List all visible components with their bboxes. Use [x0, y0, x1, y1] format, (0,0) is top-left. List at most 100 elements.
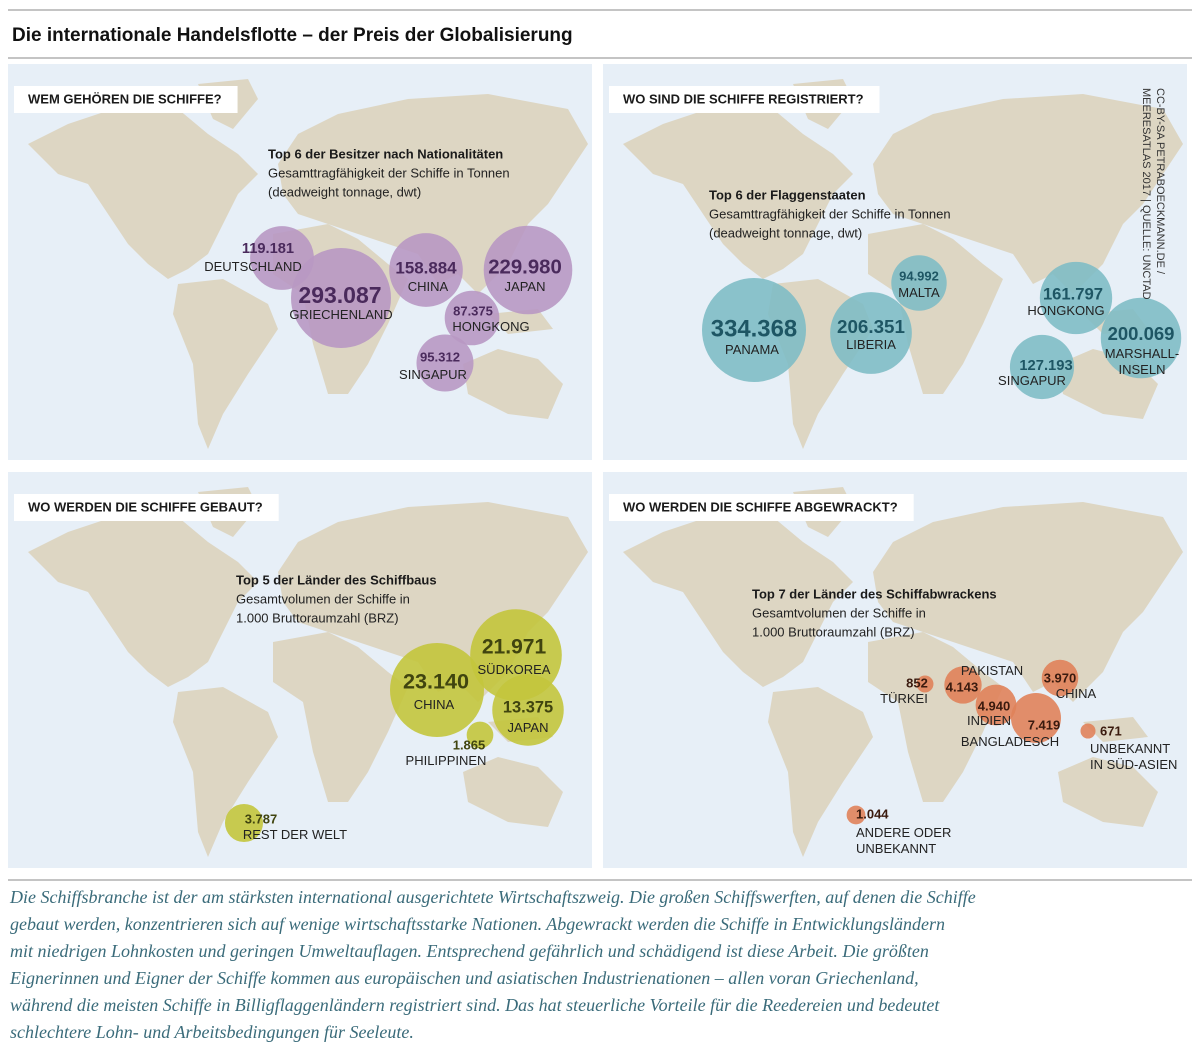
value-label: 94.992 — [899, 268, 939, 283]
category-label: DEUTSCHLAND — [204, 259, 302, 274]
category-label: HONGKONG — [1027, 303, 1104, 318]
bubble — [1100, 297, 1182, 379]
category-label: HONGKONG — [452, 319, 529, 334]
value-label: 1.044 — [856, 806, 889, 821]
panel-subtitle: Top 5 der Länder des Schiffbaus — [236, 572, 437, 587]
heading-box — [609, 86, 880, 113]
value-label: 158.884 — [395, 258, 457, 277]
panel-subtitle: Top 6 der Flaggenstaaten — [709, 187, 866, 202]
value-label: 206.351 — [837, 316, 905, 337]
category-label: TÜRKEI — [880, 691, 928, 706]
panel-note: (deadweight tonnage, dwt) — [709, 225, 862, 240]
value-label: 21.971 — [482, 636, 547, 659]
value-label: 119.181 — [242, 241, 294, 257]
category-label: JAPAN — [508, 720, 549, 735]
bubble — [702, 278, 806, 382]
bubble — [944, 666, 982, 704]
title: Die internationale Handelsflotte – der P… — [12, 25, 573, 46]
category-label: CHINA — [408, 279, 449, 294]
category-label: PAKISTAN — [961, 663, 1023, 678]
category-label: PHILIPPINEN — [406, 753, 487, 768]
value-label: 229.980 — [488, 256, 562, 278]
map-panel: WO WERDEN DIE SCHIFFE ABGEWRACKT? Top 7 d… — [603, 472, 1187, 868]
bubble — [444, 290, 500, 346]
bubble — [291, 248, 391, 348]
bubble — [1039, 261, 1113, 335]
category-label: GRIECHENLAND — [289, 307, 392, 322]
category-label: INDIEN — [967, 713, 1011, 728]
panel-heading: WO WERDEN DIE SCHIFFE ABGEWRACKT? — [623, 499, 898, 514]
category-label: JAPAN — [505, 279, 546, 294]
value-label: 87.375 — [453, 303, 493, 318]
bubble — [483, 225, 573, 315]
bubble — [830, 292, 912, 374]
category-label: ANDERE ODER UNBEKANNT — [856, 825, 951, 856]
value-label: 23.140 — [403, 669, 469, 694]
category-label: LIBERIA — [846, 337, 896, 352]
value-label: 4.143 — [946, 679, 979, 694]
bubble — [1080, 723, 1096, 739]
map-panel: WO SIND DIE SCHIFFE REGISTRIERT? Top 6 de… — [603, 64, 1187, 460]
category-label: UNBEKANNT IN SÜD-ASIEN — [1090, 741, 1177, 772]
value-label: 4.940 — [978, 698, 1011, 713]
category-label: SINGAPUR — [998, 373, 1066, 388]
panel-note: 1.000 Bruttoraumzahl (BRZ) — [752, 624, 915, 639]
category-label: CHINA — [1056, 686, 1097, 701]
value-label: 293.087 — [298, 282, 381, 308]
bubble — [1011, 693, 1061, 743]
category-label: MALTA — [898, 285, 940, 300]
panel-note: (deadweight tonnage, dwt) — [268, 184, 421, 199]
bubble — [389, 233, 463, 307]
value-label: 161.797 — [1043, 284, 1103, 303]
bubble — [1009, 334, 1075, 400]
value-label: 95.312 — [420, 349, 460, 364]
value-label: 3.970 — [1044, 670, 1077, 685]
bubble — [466, 721, 494, 749]
heading-box — [609, 494, 914, 521]
value-label: 1.865 — [453, 737, 486, 752]
category-label: PANAMA — [725, 342, 779, 357]
category-label: BANGLADESCH — [961, 734, 1059, 749]
credit: CC-BY-SA PETRABOECKMANN.DE / MEERESATLAS… — [1140, 88, 1166, 300]
caption-line: Eignerinnen und Eigner der Schiffe komme… — [9, 968, 919, 988]
caption-line: während die meisten Schiffe in Billigfla… — [10, 995, 940, 1015]
bubble — [224, 803, 264, 843]
value-label: 127.193 — [1019, 358, 1072, 374]
credit-line: CC-BY-SA PETRABOECKMANN.DE / — [1154, 88, 1166, 275]
bubble — [891, 255, 947, 311]
bubble — [975, 684, 1017, 726]
map-panel: WEM GEHÖREN DIE SCHIFFE? Top 6 der Besitz… — [8, 64, 592, 460]
caption-line: schlechtere Lohn- und Arbeitsbedingungen… — [10, 1022, 414, 1042]
category-label: REST DER WELT — [243, 827, 347, 842]
panel-heading: WO SIND DIE SCHIFFE REGISTRIERT? — [623, 91, 864, 106]
bubble — [390, 643, 484, 737]
value-label: 852 — [906, 675, 928, 690]
caption-line: gebaut werden, konzentrieren sich auf we… — [10, 914, 945, 934]
panel-heading: WO WERDEN DIE SCHIFFE GEBAUT? — [28, 499, 263, 514]
caption-line: Die Schiffsbranche ist der am stärksten … — [9, 887, 976, 907]
category-label: SÜDKOREA — [478, 662, 551, 677]
panel-note: Gesamtvolumen der Schiffe in — [236, 591, 410, 606]
panel-subtitle: Top 6 der Besitzer nach Nationalitäten — [268, 146, 503, 161]
panel-subtitle: Top 7 der Länder des Schiffabwrackens — [752, 586, 997, 601]
bubble — [846, 805, 866, 825]
bubble — [916, 675, 934, 693]
category-label: MARSHALL-INSELN — [1105, 346, 1179, 377]
credit-line: MEERESATLAS 2017 | QUELLE: UNCTAD — [1140, 88, 1152, 300]
panel-note: 1.000 Bruttoraumzahl (BRZ) — [236, 610, 399, 625]
heading-box — [14, 86, 238, 113]
heading-box — [14, 494, 279, 521]
panel-heading: WEM GEHÖREN DIE SCHIFFE? — [28, 91, 222, 106]
bubble — [1041, 659, 1079, 697]
value-label: 334.368 — [711, 315, 797, 342]
value-label: 7.419 — [1028, 717, 1061, 732]
category-label: SINGAPUR — [399, 367, 467, 382]
caption-line: mit niedrigen Lohnkosten und geringen Um… — [10, 941, 929, 961]
value-label: 200.069 — [1108, 323, 1175, 344]
bubble — [492, 674, 564, 746]
panel-note: Gesamttragfähigkeit der Schiffe in Tonne… — [268, 165, 510, 180]
value-label: 3.787 — [245, 811, 278, 826]
category-label: CHINA — [414, 697, 455, 712]
bubble — [416, 334, 474, 392]
